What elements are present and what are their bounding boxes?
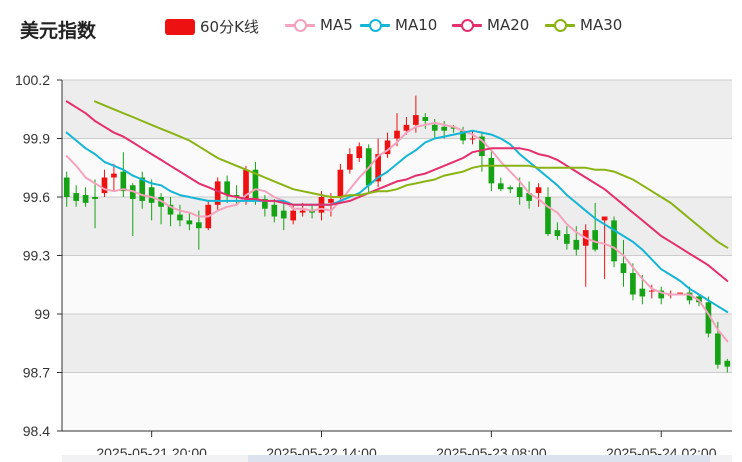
candle-body [686, 292, 693, 301]
candle-body [516, 187, 523, 197]
candle-body [479, 136, 485, 157]
candle-body [611, 220, 617, 262]
candle-body [375, 154, 381, 182]
candle-body [120, 171, 127, 192]
candle-body [724, 360, 731, 367]
candle-body [545, 197, 551, 235]
candle-body [630, 273, 636, 295]
y-tick-label: 98.4 [23, 423, 50, 439]
candle-body [394, 130, 400, 139]
legend-swatch-ma10 [360, 17, 390, 33]
legend-label-kline: 60分K线 [200, 18, 259, 36]
legend-item-ma10[interactable]: MA10 [360, 16, 437, 34]
grid-band [62, 314, 732, 373]
candle-body [280, 210, 287, 219]
candle-body [573, 239, 580, 250]
y-tick-label: 98.7 [23, 365, 50, 381]
y-tick-label: 99 [34, 306, 50, 322]
ma-line-ma10 [65, 129, 729, 313]
candle-body [554, 230, 561, 236]
candle-body [431, 124, 438, 131]
legend-item-ma5[interactable]: MA5 [285, 16, 353, 34]
candle-body [299, 210, 306, 213]
candle-body [601, 216, 608, 221]
grid-band [62, 197, 732, 256]
chart-title: 美元指数 [20, 20, 97, 42]
ma-line-ma5 [65, 121, 729, 343]
candle-body [592, 230, 598, 250]
candle-body [224, 181, 230, 196]
y-tick-label: 100.2 [15, 72, 50, 88]
legend-swatch-ma20 [452, 17, 482, 33]
candle-body [337, 169, 344, 197]
candle-body [658, 290, 665, 299]
legend-item-ma20[interactable]: MA20 [452, 16, 529, 34]
candle-body [167, 204, 174, 215]
zoom-slider-window[interactable] [248, 455, 710, 462]
legend-label-ma10: MA10 [395, 16, 438, 34]
candle-body [441, 126, 448, 131]
legend-label-ma30: MA30 [580, 16, 623, 34]
candle-body [262, 198, 268, 209]
y-tick-label: 99.6 [23, 189, 50, 205]
candle-body [92, 197, 98, 199]
candle-body [177, 214, 183, 221]
candle-body [186, 220, 193, 225]
candle-body [677, 292, 683, 294]
candle-body [196, 222, 202, 229]
candle-body [639, 288, 646, 297]
ma-line-ma30 [94, 100, 729, 249]
moving-average-lines [65, 100, 729, 343]
candle-body [422, 117, 429, 121]
grid-bands [62, 80, 732, 431]
candle-body [526, 193, 532, 201]
candle-body [243, 169, 249, 199]
candle-body [148, 187, 155, 203]
legend-item-kline[interactable]: 60分K线 [165, 16, 259, 37]
candle-body [469, 138, 476, 140]
candle-body [705, 302, 712, 334]
candle-body [384, 140, 391, 155]
candle-body [356, 146, 363, 158]
legend-label-ma20: MA20 [487, 16, 530, 34]
candle-body [73, 193, 79, 201]
ma-line-ma20 [65, 100, 729, 282]
grid-band [62, 372, 732, 431]
candle-body [252, 169, 259, 199]
candle-body [346, 154, 353, 170]
legend-item-ma30[interactable]: MA30 [545, 16, 622, 34]
candle-body [63, 177, 70, 197]
candle-body [214, 181, 221, 205]
candle-body [413, 115, 419, 125]
candle-body [111, 173, 117, 178]
legend-swatch-ma5 [285, 17, 315, 33]
candle-body [328, 198, 334, 203]
candle-body [715, 333, 721, 365]
candles [63, 95, 731, 373]
y-tick-label: 99.3 [23, 248, 50, 264]
candle-body [101, 177, 108, 194]
legend-swatch-ma30 [545, 17, 575, 33]
legend-swatch-kline [165, 18, 195, 35]
candle-body [403, 124, 410, 131]
candle-body [488, 158, 495, 184]
candle-body [507, 187, 514, 190]
candle-body [139, 177, 146, 201]
candle-body [564, 234, 570, 244]
candle-body [497, 183, 504, 190]
candle-body [535, 187, 542, 194]
candle-body [82, 195, 89, 203]
candle-body [290, 210, 297, 221]
candle-body [620, 263, 627, 274]
grid-band [62, 255, 732, 314]
candle-body [648, 290, 655, 292]
legend-label-ma5: MA5 [320, 16, 353, 34]
candle-body [271, 204, 278, 217]
candle-body [460, 130, 466, 141]
y-tick-label: 99.9 [23, 131, 50, 147]
